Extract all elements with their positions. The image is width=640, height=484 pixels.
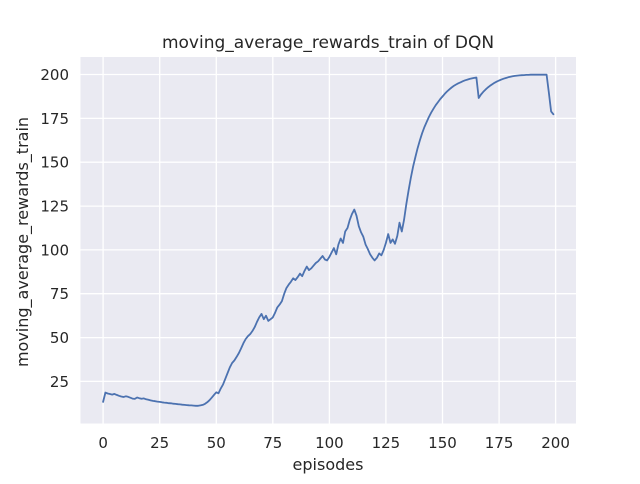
y-tick-label: 50 xyxy=(50,329,69,347)
x-tick-label: 150 xyxy=(428,434,457,452)
x-tick-label: 75 xyxy=(263,434,282,452)
y-tick-label: 200 xyxy=(40,66,69,84)
y-tick-label: 100 xyxy=(40,241,69,259)
x-tick-label: 200 xyxy=(541,434,570,452)
y-tick-label: 25 xyxy=(50,373,69,391)
x-tick-label: 125 xyxy=(372,434,401,452)
x-axis-label: episodes xyxy=(293,455,364,474)
x-tick-label: 100 xyxy=(315,434,344,452)
y-tick-label: 75 xyxy=(50,285,69,303)
x-tick-label: 25 xyxy=(150,434,169,452)
x-tick-label: 50 xyxy=(207,434,226,452)
y-tick-label: 150 xyxy=(40,154,69,172)
y-axis-label: moving_average_rewards_train xyxy=(13,117,33,367)
dqn-reward-line xyxy=(102,73,555,407)
x-tick-label: 0 xyxy=(98,434,108,452)
y-tick-label: 125 xyxy=(40,198,69,216)
chart-title: moving_average_rewards_train of DQN xyxy=(162,33,494,53)
x-tick-label: 175 xyxy=(485,434,514,452)
plot-layer xyxy=(80,57,576,424)
tick-layer: 0 25 50 75 100 125 150 175 200 25 50 75 100 125 150 175… xyxy=(40,66,570,452)
y-tick-label: 175 xyxy=(40,110,69,128)
plot-area xyxy=(80,57,576,424)
